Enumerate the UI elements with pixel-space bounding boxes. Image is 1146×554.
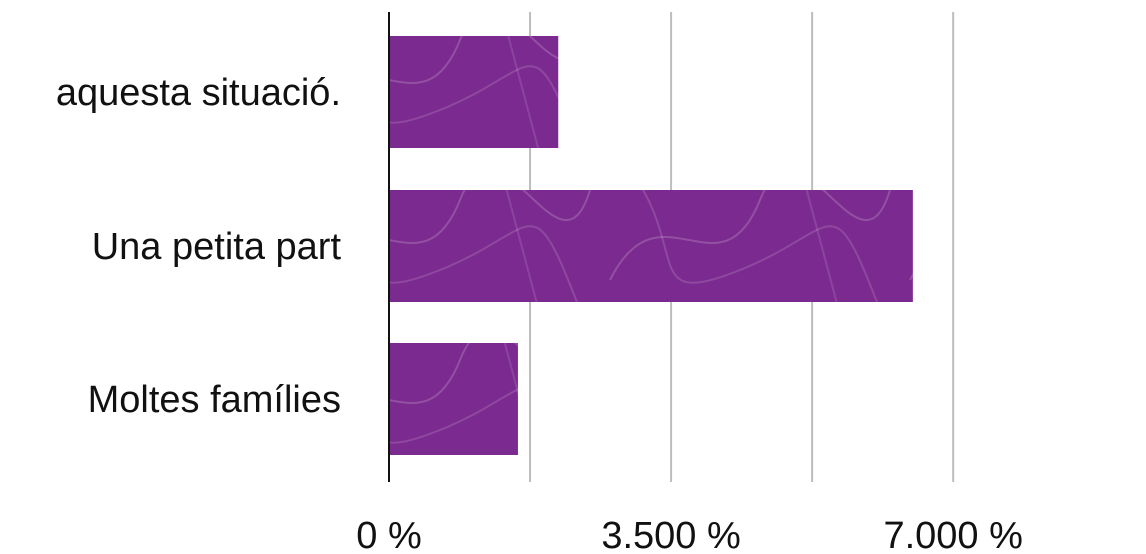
bar-texture-0 (389, 36, 559, 148)
x-tick-label-2: 7.000 % (883, 515, 1022, 554)
bar-1 (389, 190, 913, 302)
bar-2 (389, 343, 518, 455)
category-label-0: aquesta situació. (56, 72, 341, 114)
bar-0 (389, 36, 559, 148)
category-label-1: Una petita part (92, 226, 342, 268)
category-label-2: Moltes famílies (88, 379, 341, 421)
x-tick-label-1: 3.500 % (601, 515, 740, 554)
category-labels: aquesta situació. Una petita part Moltes f… (56, 72, 342, 421)
x-tick-label-0: 0 % (356, 515, 421, 554)
bar-texture-2 (389, 343, 518, 455)
bars (389, 36, 913, 455)
x-tick-labels: 0 % 3.500 % 7.000 % (356, 515, 1023, 554)
bar-texture-1 (389, 190, 913, 302)
